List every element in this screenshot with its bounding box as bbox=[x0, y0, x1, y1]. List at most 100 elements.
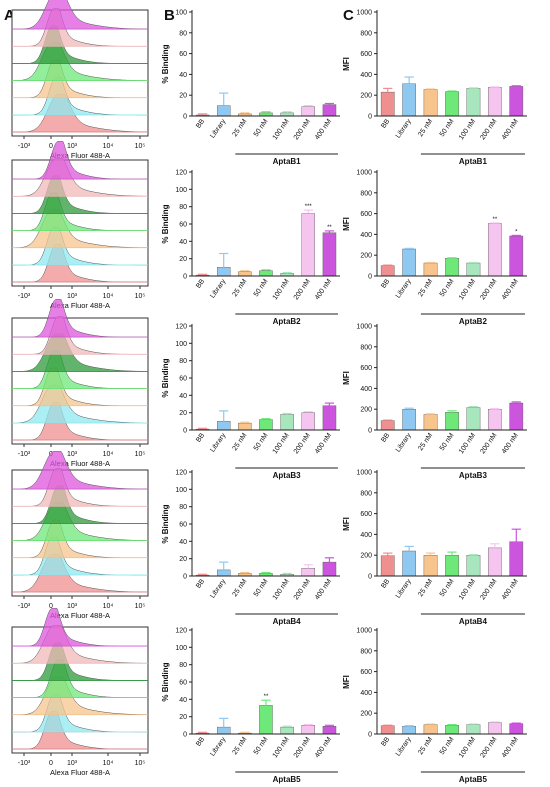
bar bbox=[466, 262, 481, 277]
y-axis-label: MFI bbox=[342, 517, 351, 531]
bar bbox=[322, 726, 337, 735]
bar bbox=[445, 555, 459, 577]
y-tick-label: 200 bbox=[360, 93, 372, 100]
y-axis-label: % Binding bbox=[161, 44, 170, 83]
bar bbox=[509, 402, 524, 431]
y-tick-label: 0 bbox=[368, 428, 372, 435]
flow-panel: -10³ 0 10³ 10⁴ 10⁵ Alexa Fluor 488-A bbox=[11, 141, 149, 310]
bar bbox=[322, 405, 337, 431]
category-label: 400 nM bbox=[314, 578, 333, 601]
y-tick-label: 800 bbox=[360, 190, 372, 197]
flow-tick-label: 10³ bbox=[67, 603, 78, 610]
flow-tick-label: 0 bbox=[49, 760, 53, 767]
category-label: BB bbox=[195, 578, 206, 590]
y-tick-label: 200 bbox=[360, 407, 372, 414]
category-label: 50 nM bbox=[439, 432, 456, 452]
x-axis-label: AptaB1 bbox=[273, 157, 302, 166]
category-label: 400 nM bbox=[501, 118, 520, 141]
bar bbox=[301, 725, 316, 735]
x-axis-label: AptaB2 bbox=[459, 317, 488, 326]
bar bbox=[238, 422, 252, 431]
y-tick-label: 600 bbox=[360, 511, 372, 518]
flow-histogram-trace bbox=[11, 502, 149, 541]
y-tick-label: 1000 bbox=[356, 10, 372, 17]
y-axis-label: % Binding bbox=[161, 662, 170, 701]
category-label: 50 nM bbox=[439, 118, 456, 138]
category-label: Library bbox=[209, 278, 227, 300]
flow-x-label: Alexa Fluor 488-A bbox=[50, 768, 110, 777]
flow-tick-label: -10³ bbox=[18, 143, 31, 150]
category-label: BB bbox=[195, 432, 206, 444]
category-label: 100 nM bbox=[458, 736, 477, 759]
bar bbox=[445, 412, 459, 431]
y-tick-label: 20 bbox=[179, 556, 187, 563]
x-axis-label: AptaB1 bbox=[459, 157, 488, 166]
bar bbox=[488, 722, 502, 735]
flow-tick-label: 10³ bbox=[67, 143, 78, 150]
flow-tick-label: 10⁴ bbox=[103, 603, 114, 610]
bar-chart: BB Library 25 nM 50 nM 100 nM 200 nM 400 nM020… bbox=[342, 628, 527, 784]
y-tick-label: 120 bbox=[175, 628, 187, 635]
bar bbox=[488, 409, 502, 431]
flow-histogram-trace bbox=[11, 158, 149, 197]
x-axis-label: AptaB2 bbox=[273, 317, 302, 326]
bar bbox=[216, 569, 231, 577]
category-label: 400 nM bbox=[501, 278, 520, 301]
category-label: 400 nM bbox=[314, 118, 333, 141]
flow-tick-label: 0 bbox=[49, 293, 53, 300]
bar-chart: BB Library 25 nM 50 nM 100 nM *** 200 nM ** 400 … bbox=[161, 170, 340, 326]
y-tick-label: 400 bbox=[360, 532, 372, 539]
bar bbox=[488, 547, 502, 577]
category-label: 50 nM bbox=[253, 278, 270, 298]
category-label: BB bbox=[380, 578, 391, 590]
y-tick-label: 100 bbox=[175, 487, 187, 494]
y-axis-label: % Binding bbox=[161, 358, 170, 397]
category-label: Library bbox=[209, 432, 227, 454]
flow-tick-label: 0 bbox=[49, 603, 53, 610]
flow-tick-label: -10³ bbox=[18, 760, 31, 767]
y-tick-label: 600 bbox=[360, 365, 372, 372]
flow-tick-label: 10³ bbox=[67, 293, 78, 300]
y-tick-label: 0 bbox=[183, 428, 187, 435]
y-axis-label: % Binding bbox=[161, 204, 170, 243]
flow-tick-label: 10⁵ bbox=[135, 293, 146, 300]
panel-letter-a: A bbox=[4, 7, 15, 24]
category-label: 400 nM bbox=[314, 432, 333, 455]
bar bbox=[466, 88, 481, 117]
bar bbox=[322, 232, 337, 277]
y-tick-label: 100 bbox=[175, 187, 187, 194]
bar bbox=[402, 550, 417, 577]
significance-label: * bbox=[515, 229, 518, 235]
category-label: 100 nM bbox=[458, 578, 477, 601]
y-tick-label: 80 bbox=[179, 358, 187, 365]
y-tick-label: 400 bbox=[360, 232, 372, 239]
y-axis-label: MFI bbox=[342, 371, 351, 385]
y-tick-label: 40 bbox=[179, 697, 187, 704]
category-label: Library bbox=[209, 736, 227, 758]
category-label: 100 nM bbox=[272, 736, 291, 759]
bar bbox=[509, 235, 524, 277]
bar bbox=[402, 726, 417, 735]
bar-chart: BB Library 25 nM 50 nM 100 nM 200 nM 400 nM020… bbox=[161, 324, 340, 480]
bar bbox=[423, 724, 438, 735]
category-label: 200 nM bbox=[293, 432, 312, 455]
x-axis-label: AptaB5 bbox=[273, 775, 302, 784]
category-label: BB bbox=[195, 736, 206, 748]
bar bbox=[488, 87, 502, 117]
bar-chart: BB Library 25 nM 50 nM 100 nM 200 nM 400 nM020… bbox=[161, 470, 340, 626]
y-tick-label: 120 bbox=[175, 470, 187, 477]
category-label: 100 nM bbox=[458, 432, 477, 455]
bar bbox=[216, 421, 231, 431]
flow-histogram-trace bbox=[11, 333, 149, 372]
bar-chart: BB Library 25 nM 50 nM 100 nM 200 nM 400 nM020… bbox=[342, 324, 527, 480]
flow-tick-label: -10³ bbox=[18, 603, 31, 610]
bar bbox=[509, 86, 524, 117]
flow-histogram-trace bbox=[11, 625, 149, 664]
category-label: 50 nM bbox=[253, 736, 270, 756]
bar bbox=[466, 407, 481, 431]
bar bbox=[380, 725, 395, 735]
flow-tick-label: 10⁵ bbox=[135, 451, 146, 458]
y-tick-label: 20 bbox=[179, 93, 187, 100]
y-tick-label: 60 bbox=[179, 680, 187, 687]
